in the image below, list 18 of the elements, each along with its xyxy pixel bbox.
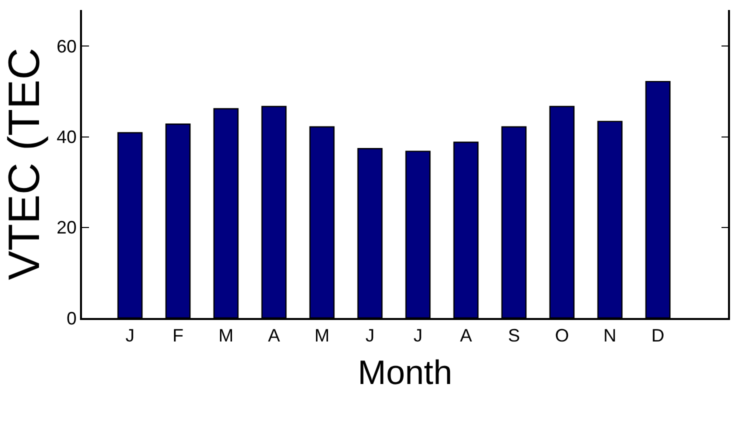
- x-tick-label: F: [172, 325, 184, 346]
- x-tick-label: J: [413, 325, 422, 346]
- x-tick-label: N: [603, 325, 616, 346]
- x-tick-label: M: [314, 325, 330, 346]
- x-tick-label: O: [554, 325, 569, 346]
- y-tick-label: 20: [56, 218, 77, 238]
- y-tick-label: 60: [56, 36, 77, 57]
- y-tick-label: 40: [56, 127, 77, 148]
- x-axis-title: Month: [358, 354, 452, 392]
- x-tick-label: J: [365, 325, 374, 346]
- x-tick-label: A: [268, 325, 280, 346]
- x-tick-label: D: [651, 325, 664, 346]
- y-axis-title: VTEC (TEC: [0, 48, 49, 280]
- x-tick-label: S: [508, 325, 520, 346]
- x-tick-label: M: [218, 325, 234, 346]
- y-tick-label: 0: [66, 308, 77, 328]
- x-tick-label: A: [460, 325, 472, 346]
- x-tick-label: J: [125, 325, 134, 346]
